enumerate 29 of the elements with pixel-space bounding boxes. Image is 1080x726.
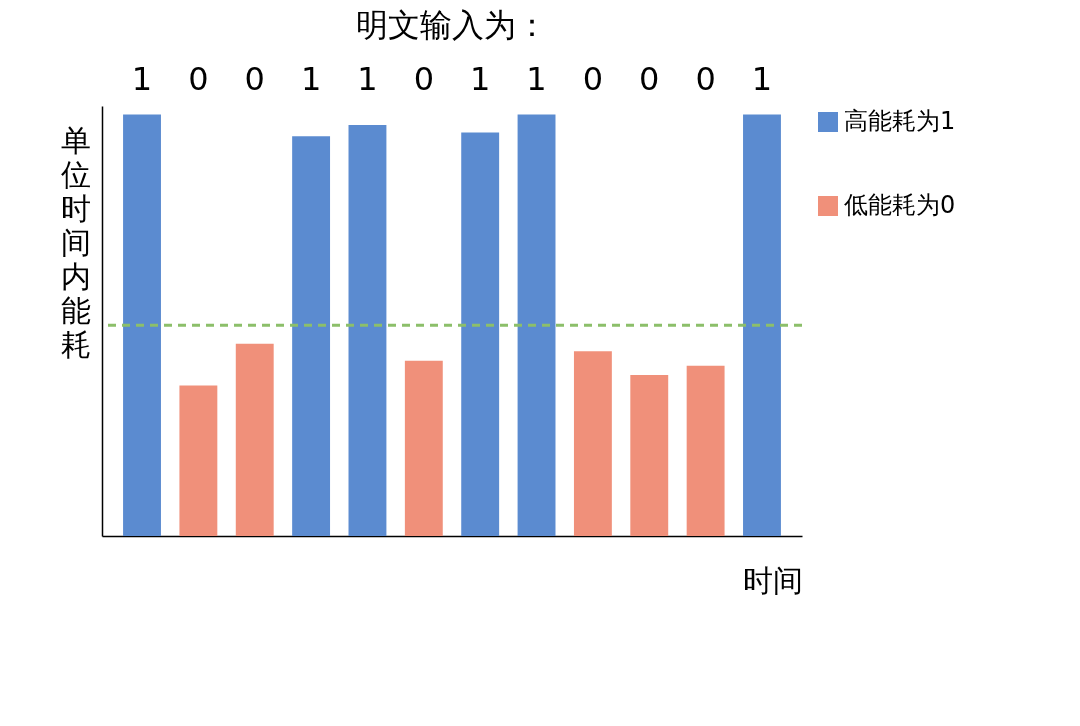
x-tick-label: 0	[244, 59, 265, 98]
bar	[348, 124, 387, 536]
bar	[743, 114, 781, 536]
chart-title: 明文输入为：	[356, 6, 548, 44]
legend-label: 低能耗为0	[844, 191, 956, 219]
bar	[573, 351, 612, 536]
y-axis-title: 单位时间内能耗	[60, 122, 91, 362]
bar	[686, 365, 725, 536]
x-tick-label: 0	[188, 59, 209, 98]
bar	[123, 114, 161, 536]
x-tick-label: 0	[695, 59, 716, 98]
x-tick-label: 0	[413, 59, 434, 98]
x-tick-label: 1	[526, 59, 547, 98]
x-tick-label: 1	[131, 59, 153, 98]
x-axis-title: 时间	[742, 562, 803, 598]
legend-label: 高能耗为1	[844, 107, 956, 135]
x-tick-label: 0	[582, 59, 604, 98]
bar	[630, 374, 669, 536]
x-tick-label: 1	[751, 59, 773, 98]
x-tick-label: 1	[300, 59, 322, 98]
bar	[404, 360, 443, 536]
bar	[517, 114, 556, 536]
x-tick-label: 1	[357, 59, 378, 98]
x-tick-label: 1	[470, 59, 491, 98]
bar	[179, 385, 218, 536]
x-tick-label: 0	[639, 59, 660, 98]
bar	[235, 343, 274, 536]
bar	[292, 136, 331, 536]
bar	[461, 132, 500, 536]
